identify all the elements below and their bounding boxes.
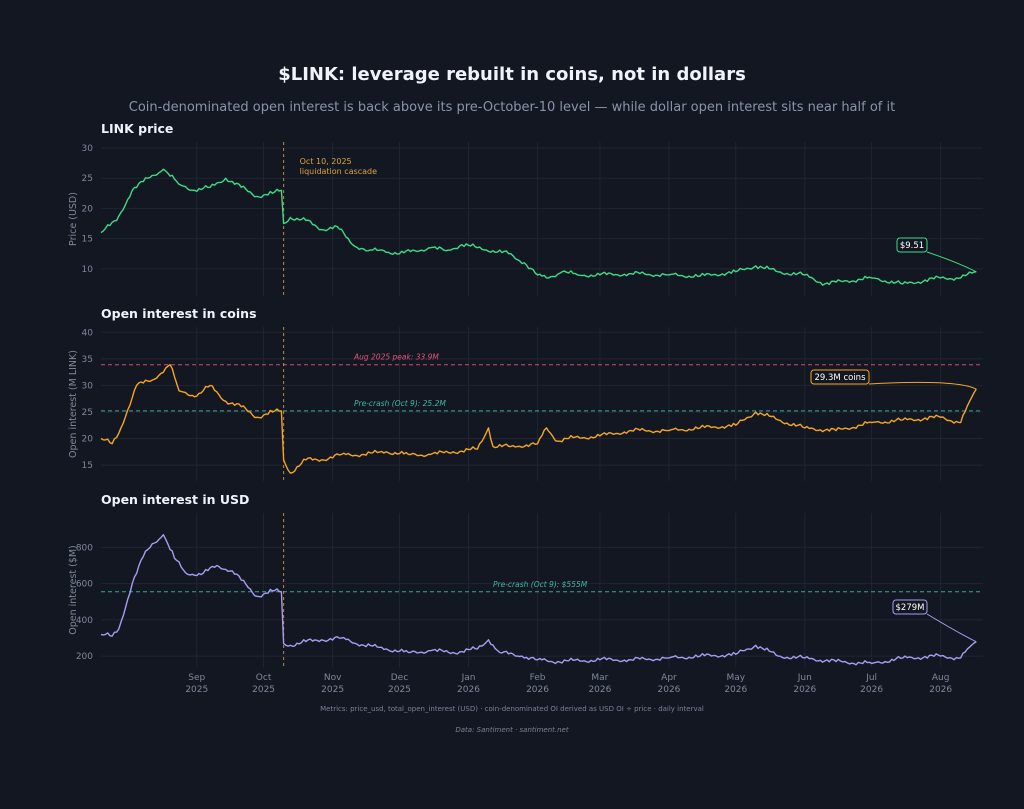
x-tick-label: Jan	[461, 673, 476, 683]
x-tick-label: 2026	[588, 685, 611, 695]
end-label-badge	[810, 369, 870, 385]
series-line	[100, 534, 977, 666]
end-label-leader	[868, 381, 977, 390]
y-tick-label: 30	[82, 144, 94, 154]
x-tick-label: 2026	[793, 685, 816, 695]
end-label-text: 29.3M coins	[814, 373, 866, 383]
event-label: liquidation cascade	[300, 167, 378, 176]
reference-line-label: Aug 2025 peak: 33.9M	[353, 353, 439, 362]
x-tick-label: 2026	[658, 685, 681, 695]
panel-title: Open interest in USD	[101, 492, 249, 507]
x-tick-label: 2025	[321, 685, 344, 695]
panel-title: Open interest in coins	[101, 306, 257, 321]
y-axis-label: Price (USD)	[68, 192, 79, 246]
x-tick-label: Dec	[391, 673, 408, 683]
chart-subtitle: Coin-denominated open interest is back a…	[128, 100, 896, 115]
y-axis-label: Open interest (M LINK)	[68, 350, 79, 458]
x-tick-label: Aug	[932, 673, 950, 683]
x-tick-label: May	[726, 673, 745, 683]
x-tick-label: Mar	[591, 673, 608, 683]
y-tick-label: 15	[82, 235, 93, 245]
x-tick-label: 2025	[185, 685, 208, 695]
y-tick-label: 25	[82, 408, 93, 418]
y-tick-label: 25	[82, 174, 93, 184]
source-footnote: Data: Santiment · santiment.net	[455, 726, 569, 734]
event-label: Oct 10, 2025	[300, 157, 352, 166]
x-tick-label: Sep	[188, 673, 205, 683]
x-tick-label: Feb	[530, 673, 546, 683]
end-label-text: $9.51	[900, 241, 924, 251]
chart-title: $LINK: leverage rebuilt in coins, not in…	[278, 64, 746, 85]
x-tick-label: Oct	[256, 673, 272, 683]
y-axis-label: Open interest ($M)	[68, 545, 79, 635]
reference-line-label: Pre-crash (Oct 9): $555M	[493, 580, 588, 589]
end-label-badge	[892, 599, 928, 615]
y-tick-label: 40	[82, 328, 94, 338]
y-tick-label: 400	[76, 616, 93, 626]
metrics-footnote: Metrics: price_usd, total_open_interest …	[320, 705, 704, 713]
end-label-badge	[896, 237, 928, 253]
x-tick-label: Apr	[661, 673, 677, 683]
x-tick-label: Jul	[865, 673, 877, 683]
x-tick-label: Jun	[797, 673, 812, 683]
y-tick-label: 15	[82, 461, 93, 471]
end-label-leader	[926, 613, 977, 643]
end-label-text: $279M	[896, 603, 925, 613]
y-tick-label: 35	[82, 355, 93, 365]
panel-title: LINK price	[101, 121, 173, 136]
x-tick-label: 2026	[860, 685, 883, 695]
y-tick-label: 600	[76, 580, 93, 590]
x-tick-label: 2026	[526, 685, 549, 695]
x-tick-label: 2026	[929, 685, 952, 695]
reference-line-label: Pre-crash (Oct 9): 25.2M	[354, 399, 446, 408]
y-tick-label: 200	[76, 652, 93, 662]
y-tick-label: 30	[82, 381, 94, 391]
y-tick-label: 10	[82, 265, 94, 275]
series-line	[100, 364, 977, 474]
x-tick-label: 2025	[388, 685, 411, 695]
y-tick-label: 20	[82, 435, 94, 445]
y-tick-label: 20	[82, 204, 94, 214]
x-tick-label: 2026	[724, 685, 747, 695]
end-label-leader	[926, 251, 977, 273]
x-tick-label: 2025	[252, 685, 275, 695]
x-tick-label: 2026	[457, 685, 480, 695]
x-tick-label: Nov	[324, 673, 342, 683]
y-tick-label: 800	[76, 543, 93, 553]
series-line	[100, 168, 977, 286]
